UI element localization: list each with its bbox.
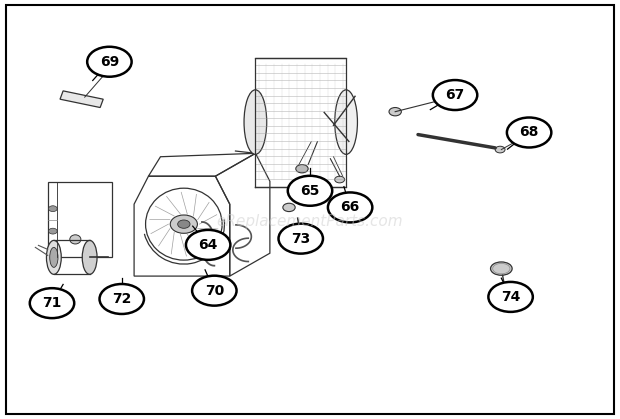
Circle shape	[389, 108, 401, 116]
Circle shape	[48, 228, 57, 234]
Ellipse shape	[70, 235, 81, 244]
Circle shape	[170, 215, 197, 233]
Ellipse shape	[490, 262, 512, 275]
Polygon shape	[60, 91, 104, 108]
Text: eReplacementParts.com: eReplacementParts.com	[216, 215, 404, 230]
Text: 71: 71	[42, 296, 61, 310]
Text: 74: 74	[501, 290, 520, 304]
Circle shape	[48, 206, 57, 212]
Circle shape	[495, 146, 505, 153]
Ellipse shape	[82, 241, 97, 274]
Circle shape	[288, 176, 332, 206]
Circle shape	[489, 282, 533, 312]
Ellipse shape	[50, 247, 58, 267]
Text: 66: 66	[340, 200, 360, 215]
Text: 72: 72	[112, 292, 131, 306]
Circle shape	[192, 276, 237, 305]
Text: 64: 64	[198, 238, 218, 252]
Ellipse shape	[244, 90, 267, 154]
Text: 68: 68	[520, 126, 539, 140]
Text: 65: 65	[300, 184, 320, 198]
Circle shape	[296, 165, 308, 173]
Text: 69: 69	[100, 55, 119, 69]
Ellipse shape	[46, 241, 61, 274]
Circle shape	[283, 203, 295, 212]
Text: 67: 67	[445, 88, 464, 102]
Text: 70: 70	[205, 284, 224, 297]
Circle shape	[186, 230, 231, 260]
Ellipse shape	[335, 90, 358, 154]
Circle shape	[87, 47, 131, 77]
Circle shape	[507, 117, 551, 147]
Text: 73: 73	[291, 232, 311, 246]
Circle shape	[100, 284, 144, 314]
Circle shape	[328, 192, 373, 222]
Circle shape	[278, 224, 323, 253]
Circle shape	[178, 220, 190, 228]
Circle shape	[433, 80, 477, 110]
Circle shape	[335, 176, 345, 183]
Circle shape	[30, 288, 74, 318]
